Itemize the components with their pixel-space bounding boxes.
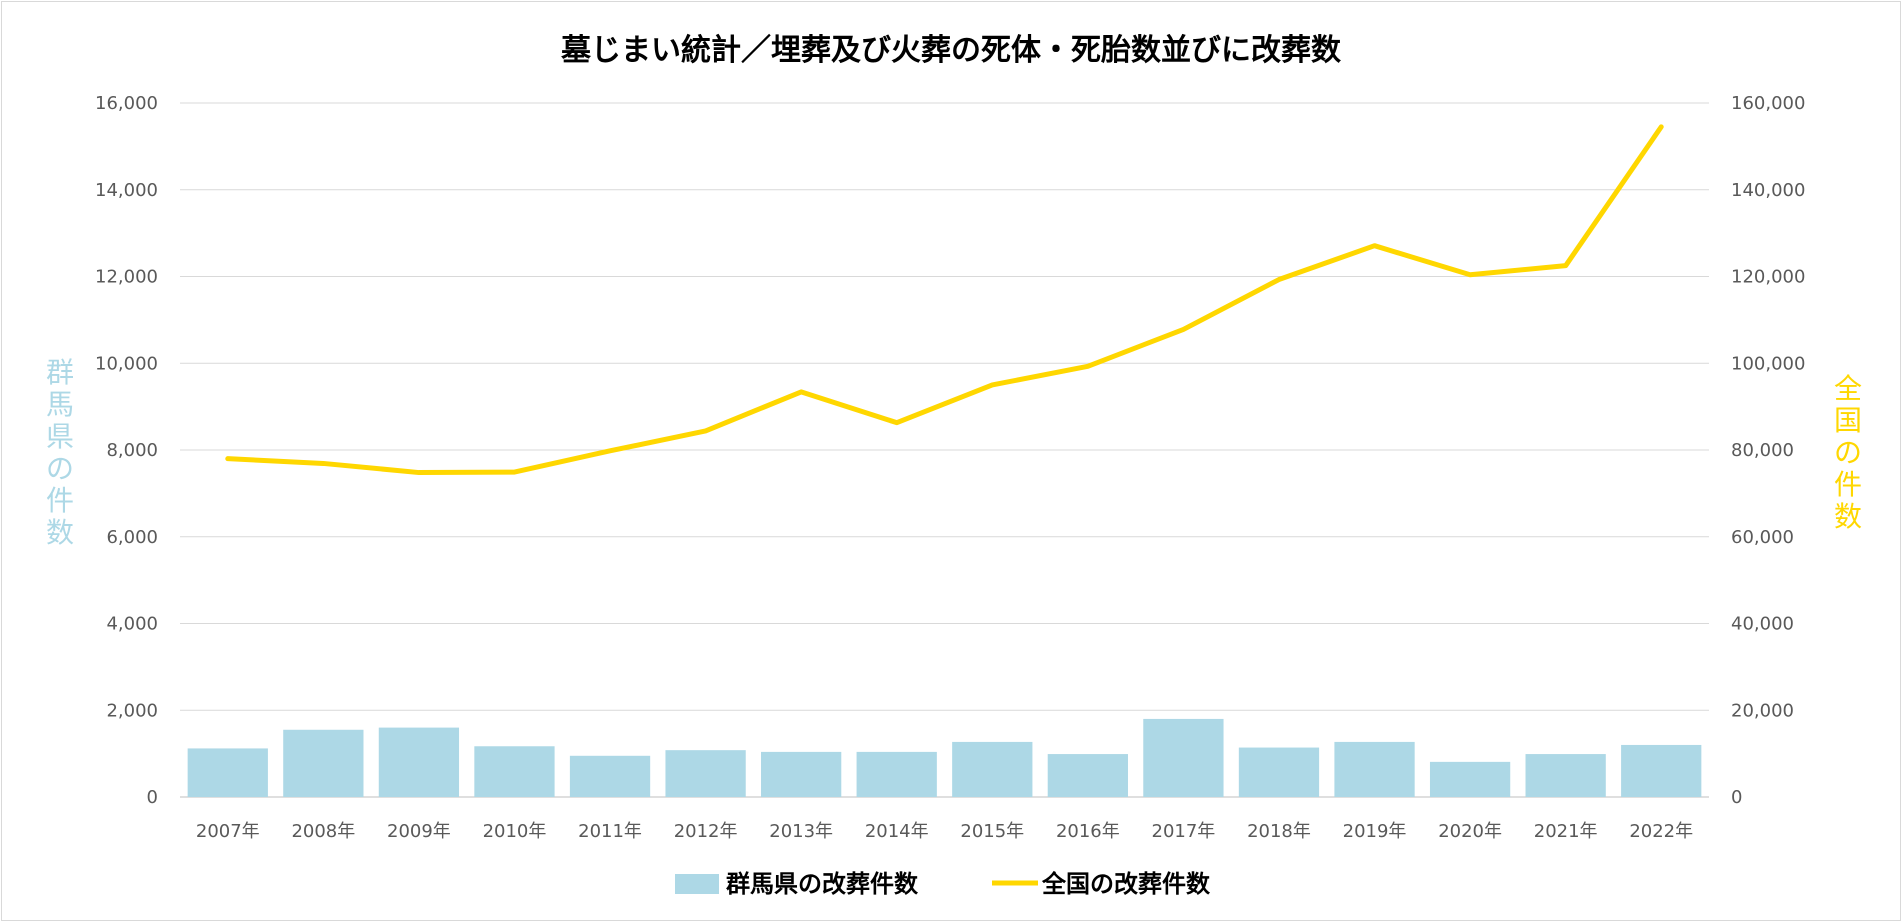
bar xyxy=(187,748,268,797)
x-tick-label: 2022年 xyxy=(1629,821,1693,842)
axis-label-char: 数 xyxy=(46,516,74,549)
y-left-tick-label: 8,000 xyxy=(106,440,158,461)
axis-label-char: の xyxy=(46,452,74,485)
axis-label-char: 国 xyxy=(1834,404,1862,437)
x-tick-label: 2021年 xyxy=(1534,821,1598,842)
y-left-tick-label: 4,000 xyxy=(106,614,158,635)
bar xyxy=(1047,754,1128,797)
x-tick-label: 2007年 xyxy=(196,821,260,842)
bar xyxy=(665,750,746,797)
line-path xyxy=(225,124,1664,476)
x-tick-label: 2019年 xyxy=(1343,821,1407,842)
grid-lines xyxy=(180,102,1709,798)
bar xyxy=(283,729,364,797)
bar xyxy=(378,727,460,797)
x-tick-label: 2012年 xyxy=(674,821,738,842)
x-tick-label: 2015年 xyxy=(960,821,1024,842)
y-right-tick-label: 40,000 xyxy=(1731,614,1794,635)
x-tick-label: 2020年 xyxy=(1438,821,1502,842)
y-right-tick-label: 20,000 xyxy=(1731,700,1794,721)
axis-label-char: の xyxy=(1834,436,1862,469)
bar xyxy=(1334,741,1415,797)
y-left-tick-label: 6,000 xyxy=(106,527,158,548)
x-tick-label: 2014年 xyxy=(865,821,929,842)
bar xyxy=(569,755,651,797)
x-tick-label: 2018年 xyxy=(1247,821,1311,842)
legend-label-bar: 群馬県の改葬件数 xyxy=(726,870,919,898)
line-series xyxy=(225,124,1664,476)
x-tick-labels: 2007年 2008年 2009年 2010年 2011年 2012年 2013年 2014年… xyxy=(196,821,1693,842)
x-tick-label: 2017年 xyxy=(1152,821,1216,842)
axis-label-char: 件 xyxy=(1834,468,1862,501)
x-tick-label: 2008年 xyxy=(291,821,355,842)
bar xyxy=(856,751,937,797)
bar xyxy=(474,746,555,797)
y-left-tick-label: 0 xyxy=(147,787,158,808)
axis-label-char: 馬 xyxy=(46,388,74,421)
x-tick-label: 2013年 xyxy=(769,821,833,842)
chart-title: 墓じまい統計／埋葬及び火葬の死体・死胎数並びに改葬数 xyxy=(560,33,1342,68)
axis-label-char: 群 xyxy=(46,356,74,389)
axis-label-char: 件 xyxy=(46,484,74,517)
y-left-tick-label: 12,000 xyxy=(95,267,158,288)
y-right-tick-label: 80,000 xyxy=(1731,440,1794,461)
x-tick-label: 2016年 xyxy=(1056,821,1120,842)
y-left-tick-label: 16,000 xyxy=(95,93,158,114)
y-left-tick-label: 14,000 xyxy=(95,180,158,201)
axis-label-char: 県 xyxy=(46,420,74,453)
bar xyxy=(1238,747,1320,797)
y-right-tick-label: 140,000 xyxy=(1731,180,1805,201)
y-right-tick-label: 120,000 xyxy=(1731,267,1805,288)
bar-series xyxy=(187,718,1702,797)
y-right-tick-label: 60,000 xyxy=(1731,527,1794,548)
x-tick-label: 2009年 xyxy=(387,821,451,842)
y-right-tick-labels: 0 20,000 40,000 60,000 80,000 100,000 120,000 1… xyxy=(1731,93,1805,808)
x-tick-label: 2011年 xyxy=(578,821,642,842)
legend: 群馬県の改葬件数 全国の改葬件数 xyxy=(675,870,1211,898)
y-right-tick-label: 100,000 xyxy=(1731,353,1805,374)
legend-label-line: 全国の改葬件数 xyxy=(1041,870,1211,898)
bar xyxy=(761,751,842,797)
y-left-tick-label: 2,000 xyxy=(106,700,158,721)
bar xyxy=(1429,761,1511,797)
bar xyxy=(1621,744,1702,797)
bar xyxy=(952,741,1033,797)
x-tick-label: 2010年 xyxy=(483,821,547,842)
bar xyxy=(1143,718,1224,797)
y-left-tick-labels: 0 2,000 4,000 6,000 8,000 10,000 12,000 14,000 1… xyxy=(95,93,158,808)
bar xyxy=(1525,754,1606,797)
axis-label-char: 数 xyxy=(1834,500,1862,533)
y-right-tick-label: 160,000 xyxy=(1731,93,1805,114)
axis-label-char: 全 xyxy=(1834,372,1862,405)
legend-swatch-bar xyxy=(675,874,719,894)
y-left-tick-label: 10,000 xyxy=(95,353,158,374)
y-right-tick-label: 0 xyxy=(1731,787,1742,808)
